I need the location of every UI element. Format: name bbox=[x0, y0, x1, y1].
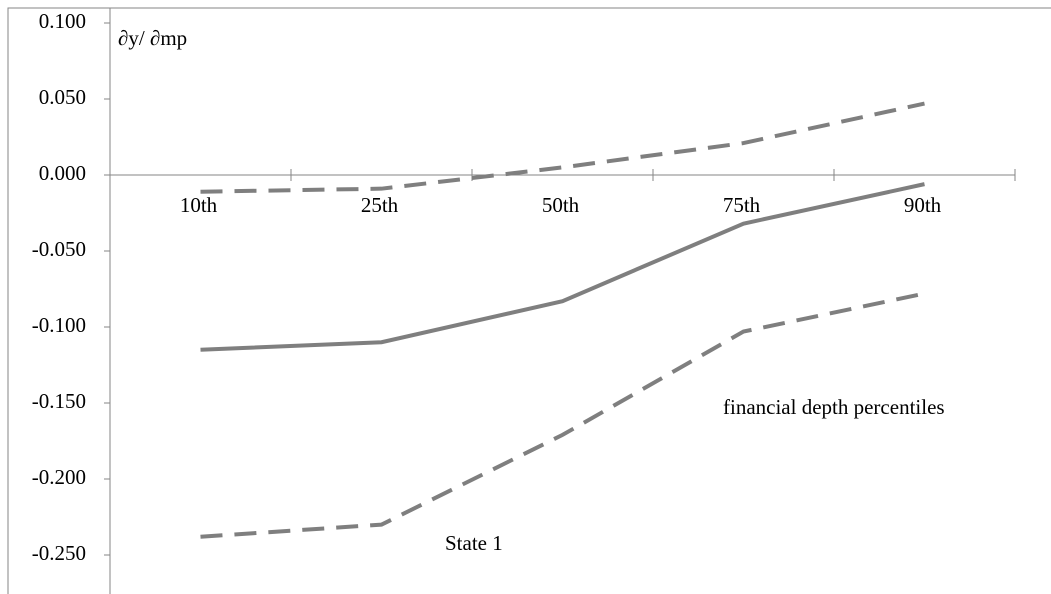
annotation: financial depth percentiles bbox=[723, 395, 945, 419]
y-tick-label: 0.100 bbox=[39, 9, 86, 33]
x-tick-label: 25th bbox=[361, 193, 399, 217]
x-tick-label: 90th bbox=[904, 193, 942, 217]
y-tick-label: -0.100 bbox=[32, 313, 86, 337]
x-tick-label: 75th bbox=[723, 193, 761, 217]
series-line bbox=[200, 101, 925, 194]
y-axis-label: ∂y/ ∂mp bbox=[118, 26, 187, 50]
y-tick-label: 0.000 bbox=[39, 161, 86, 185]
annotation: State 1 bbox=[445, 531, 503, 555]
series-line bbox=[200, 291, 925, 539]
x-tick-label: 10th bbox=[180, 193, 218, 217]
series-line bbox=[200, 182, 925, 352]
y-tick-label: -0.150 bbox=[32, 389, 86, 413]
y-tick-label: -0.200 bbox=[32, 465, 86, 489]
x-tick-label: 50th bbox=[542, 193, 580, 217]
chart-border bbox=[7, 7, 1051, 594]
y-tick-label: 0.050 bbox=[39, 85, 86, 109]
y-tick-label: -0.250 bbox=[32, 541, 86, 565]
y-tick-label: -0.050 bbox=[32, 237, 86, 261]
